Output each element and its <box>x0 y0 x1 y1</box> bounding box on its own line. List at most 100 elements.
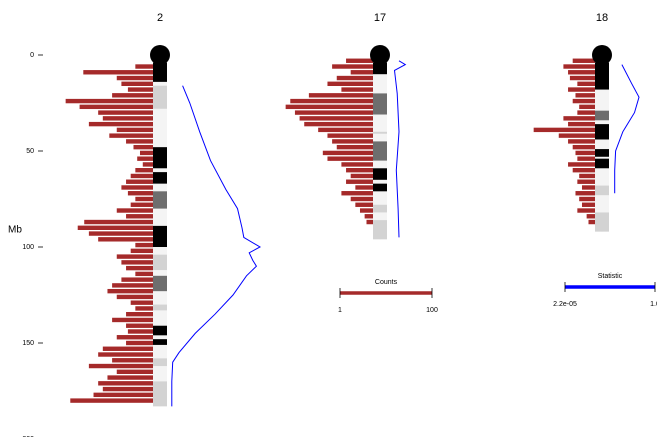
count-bar <box>98 237 153 242</box>
count-bar <box>568 121 595 127</box>
count-bar <box>130 248 153 254</box>
count-bar <box>350 196 373 202</box>
count-bar <box>126 214 153 219</box>
y-tick-label: 100 <box>22 244 34 251</box>
count-bar <box>346 168 373 173</box>
count-bar <box>133 144 153 150</box>
count-bar <box>98 110 153 115</box>
legend-title: Statistic <box>598 273 623 280</box>
count-bar <box>577 81 595 86</box>
count-bar <box>102 386 153 392</box>
count-bar <box>88 363 153 369</box>
count-bar <box>126 340 153 346</box>
band <box>153 62 167 82</box>
band <box>595 149 609 157</box>
count-bar <box>127 191 153 196</box>
band <box>153 339 167 345</box>
count-bar <box>142 162 153 167</box>
statistic-line <box>171 85 262 407</box>
count-bar <box>116 369 153 374</box>
count-bar <box>93 392 153 398</box>
count-bar <box>116 208 153 213</box>
count-bar <box>322 150 373 156</box>
count-bar <box>318 127 373 133</box>
count-bar <box>577 208 595 213</box>
count-bar <box>126 265 153 271</box>
count-bar <box>70 398 153 403</box>
count-bar <box>130 173 153 179</box>
legend-tick-label: 1 <box>338 307 342 314</box>
count-bar <box>290 98 373 104</box>
y-tick-label: 50 <box>26 148 34 155</box>
statistic-line <box>614 64 640 194</box>
count-bar <box>346 58 373 63</box>
count-bar <box>121 260 153 265</box>
count-bar <box>102 116 153 121</box>
centromere <box>592 45 612 65</box>
count-bar <box>350 173 373 179</box>
count-bar <box>65 98 153 104</box>
band <box>153 85 167 109</box>
count-bar <box>341 162 373 167</box>
count-bar <box>563 116 595 121</box>
count-bar <box>112 317 153 323</box>
count-bar <box>332 139 373 144</box>
count-bar <box>350 70 373 75</box>
legend-tick-label: 2.2e-05 <box>553 301 577 308</box>
band <box>373 141 387 161</box>
count-bar <box>327 81 373 86</box>
count-bar <box>572 144 595 150</box>
count-bar <box>109 133 153 138</box>
count-bar <box>294 110 373 115</box>
centromere <box>370 45 390 65</box>
count-bar <box>102 346 153 351</box>
count-bar <box>563 64 595 69</box>
count-bar <box>126 179 153 184</box>
legend-tick-label: 1.0 <box>650 301 657 308</box>
count-bar <box>116 335 153 340</box>
band <box>153 358 167 367</box>
count-bar <box>577 156 595 161</box>
count-bar <box>126 312 153 317</box>
count-bar <box>79 104 153 110</box>
count-bar <box>299 116 373 121</box>
band <box>595 110 609 121</box>
y-tick-label: 150 <box>22 340 34 347</box>
count-bar <box>112 283 153 288</box>
count-bar <box>336 144 373 150</box>
count-bar <box>577 179 595 184</box>
band <box>373 131 387 134</box>
band <box>153 275 167 292</box>
band <box>373 93 387 115</box>
band <box>373 168 387 180</box>
band <box>153 172 167 184</box>
count-bar <box>355 185 373 190</box>
chromosome-name: 18 <box>596 12 608 24</box>
band <box>153 225 167 247</box>
statistic-line <box>393 60 407 238</box>
count-bar <box>579 104 595 110</box>
count-bar <box>336 75 373 81</box>
count-bar <box>581 202 595 207</box>
band <box>153 381 167 407</box>
count-bar <box>572 98 595 104</box>
band <box>153 304 167 311</box>
band <box>373 183 387 192</box>
count-bar <box>121 277 153 282</box>
count-bar <box>327 156 373 161</box>
count-bar <box>346 179 373 184</box>
count-bar <box>558 133 595 138</box>
count-bar <box>135 271 153 277</box>
count-bar <box>126 323 153 328</box>
count-bar <box>135 168 153 173</box>
count-bar <box>581 185 595 190</box>
count-bar <box>116 75 153 81</box>
count-bar <box>304 121 373 127</box>
count-bar <box>98 352 153 357</box>
y-tick-label: 200 <box>22 436 34 437</box>
count-bar <box>588 219 595 225</box>
count-bar <box>121 81 153 86</box>
count-bar <box>327 133 373 138</box>
count-bar <box>116 294 153 300</box>
